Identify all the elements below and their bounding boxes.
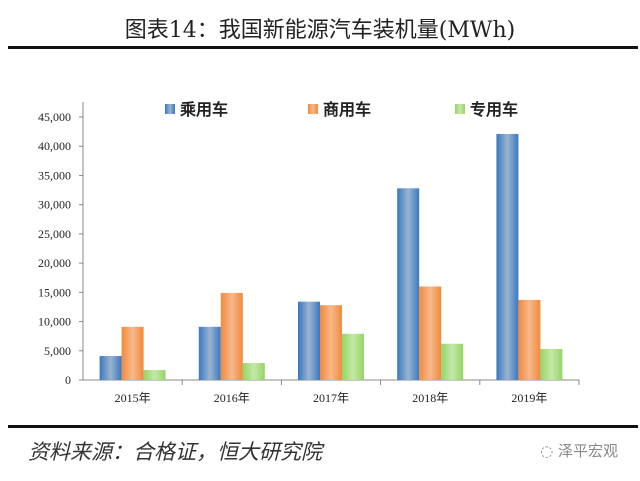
bar-乘用车 — [397, 188, 420, 380]
bar-商用车 — [121, 326, 144, 380]
y-tick-label: 20,000 — [38, 256, 71, 270]
watermark-text: 泽平宏观 — [557, 442, 618, 460]
legend-label: 商用车 — [323, 100, 371, 119]
bar-专用车 — [242, 363, 265, 380]
legend-label: 专用车 — [470, 100, 518, 119]
bar-专用车 — [342, 333, 364, 380]
legend-swatch — [308, 104, 318, 114]
footer-divider — [8, 425, 638, 428]
y-tick-label: 45,000 — [38, 110, 71, 124]
bar-专用车 — [143, 370, 166, 380]
y-tick-label: 40,000 — [38, 139, 71, 153]
x-tick-label: 2015年 — [115, 391, 151, 405]
legend-swatch — [455, 104, 465, 114]
bar-乘用车 — [198, 326, 221, 380]
legend-swatch — [165, 104, 175, 114]
bar-商用车 — [419, 286, 442, 380]
legend-label: 乘用车 — [179, 100, 228, 119]
x-tick-label: 2017年 — [313, 391, 349, 405]
chart-title: 图表14：我国新能源汽车装机量(MWh) — [124, 18, 516, 43]
x-tick-label: 2019年 — [511, 391, 547, 405]
bar-专用车 — [441, 343, 464, 380]
y-tick-label: 35,000 — [38, 168, 71, 182]
bar-chart: 0 5,000 10,000 15,000 20,000 25,000 30,000 35,0… — [38, 100, 580, 405]
x-tick-label: 2018年 — [412, 391, 448, 405]
bar-专用车 — [540, 349, 563, 380]
y-tick-label: 10,000 — [38, 315, 71, 329]
bar-商用车 — [220, 292, 243, 380]
y-tick-label: 0 — [65, 373, 71, 387]
bar-商用车 — [518, 299, 541, 380]
y-tick-label: 5,000 — [44, 344, 71, 358]
bar-乘用车 — [496, 133, 519, 380]
y-tick-label: 15,000 — [38, 285, 71, 299]
x-tick-label: 2016年 — [214, 391, 250, 405]
bar-乘用车 — [298, 301, 320, 380]
bar-商用车 — [320, 305, 342, 380]
y-tick-label: 30,000 — [38, 198, 71, 212]
source-note: 资料来源：合格证，恒大研究院 — [28, 440, 322, 464]
y-tick-label: 25,000 — [38, 227, 71, 241]
watermark: ◌ 泽平宏观 — [540, 442, 618, 460]
bar-乘用车 — [99, 356, 122, 380]
title-divider — [8, 46, 638, 49]
